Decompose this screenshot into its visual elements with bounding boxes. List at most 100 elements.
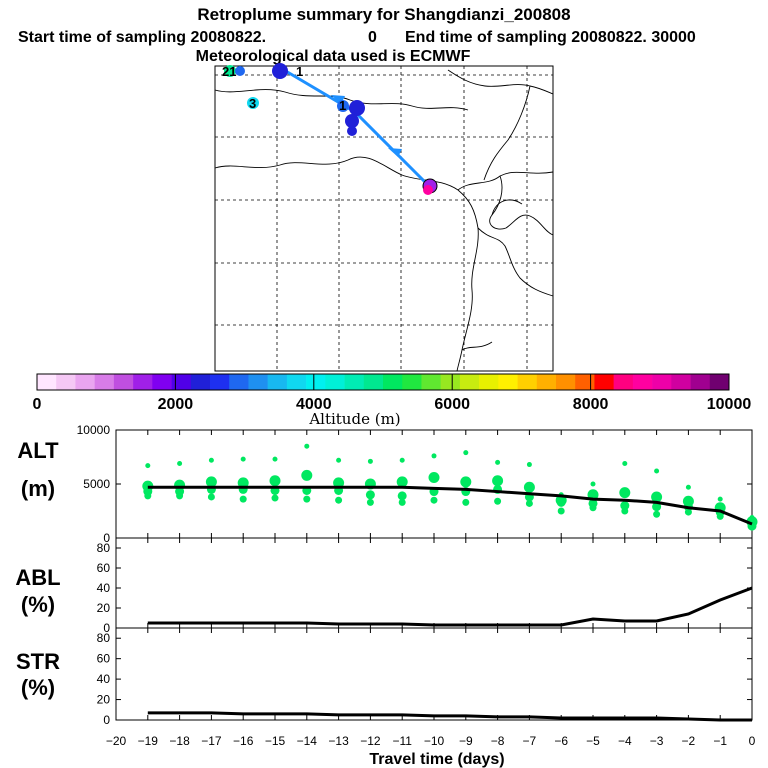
day-marker-3	[247, 97, 259, 109]
day-label-1b: 1	[296, 64, 303, 79]
colorbar-cell	[306, 374, 326, 390]
altitude-scatter-point	[684, 508, 692, 516]
altitude-scatter-point	[589, 504, 597, 512]
map-gridlines	[215, 66, 553, 371]
altitude-scatter-point	[208, 457, 214, 463]
x-tick-label: −3	[650, 734, 664, 748]
day-marker-20	[235, 66, 245, 76]
colorbar-cell	[402, 374, 422, 390]
x-tick-label: −2	[682, 734, 696, 748]
day-label-3: 3	[249, 96, 256, 111]
x-tick-label: −17	[201, 734, 222, 748]
y-tick-label: 0	[103, 621, 110, 635]
altitude-scatter-point	[397, 491, 407, 501]
x-tick-label: −20	[106, 734, 127, 748]
altitude-scatter-point	[463, 450, 469, 456]
altitude-scatter-point	[336, 457, 342, 463]
altitude-scatter-point	[271, 494, 279, 502]
altitude-scatter-point	[652, 502, 662, 512]
altitude-scatter-point	[367, 458, 373, 464]
colorbar-cell	[286, 374, 307, 390]
altitude-scatter-point	[462, 498, 470, 506]
start-time-value: 0	[368, 29, 377, 46]
colorbar-cell	[37, 374, 57, 390]
colorbar-cell	[575, 374, 595, 390]
colorbar-cell	[671, 374, 691, 390]
altitude-scatter-point	[272, 456, 278, 462]
colorbar-cell	[594, 374, 614, 390]
altitude-scatter-point	[365, 490, 375, 500]
series-line-alt	[147, 485, 753, 526]
day-marker-1c	[347, 126, 357, 136]
day-marker-21	[224, 65, 236, 77]
y-tick-label: 80	[97, 631, 111, 645]
colorbar-cell	[363, 374, 384, 390]
end-time-label: End time of sampling 20080822. 30000	[405, 29, 696, 46]
x-tick-label: −9	[459, 734, 473, 748]
altitude-scatter-point	[431, 453, 437, 459]
altitude-scatter-point	[557, 507, 565, 515]
altitude-scatter-point	[620, 501, 630, 511]
colorbar-cell	[325, 374, 345, 390]
panel-ylabel-unit: (m)	[21, 476, 55, 501]
y-tick-label: 20	[97, 693, 111, 707]
panel-abl: ABL(%) 80 60 40 20 0	[15, 537, 753, 635]
colorbar-tick-label: 4000	[296, 396, 332, 413]
day-marker-1b	[345, 114, 359, 128]
panel-alt: ALT (m) 10000 5000 0	[17, 423, 758, 545]
y-tick-label: 20	[97, 601, 111, 615]
altitude-scatter-point	[177, 460, 183, 466]
altitude-scatter-point	[651, 491, 663, 503]
x-tick-label: −12	[360, 734, 381, 748]
colorbar-cell	[383, 374, 403, 390]
altitude-scatter-point	[145, 463, 151, 469]
altitude-scatter-point	[619, 487, 631, 499]
day-marker-19	[272, 63, 288, 79]
altitude-scatter-point	[717, 496, 723, 502]
altitude-scatter-point	[237, 477, 249, 489]
colorbar-cell	[152, 374, 172, 390]
colorbar-cell	[113, 374, 134, 390]
release-marker-b	[423, 185, 433, 195]
altitude-scatter-point	[269, 475, 281, 487]
colorbar-cell	[248, 374, 268, 390]
day-marker-1	[349, 100, 365, 116]
colorbar-cell	[190, 374, 211, 390]
series-line-str	[147, 711, 752, 722]
x-axis-label: Travel time (days)	[369, 751, 504, 768]
map-borders	[214, 69, 554, 372]
colorbar-cell	[171, 374, 192, 390]
y-tick-label: 0	[103, 531, 110, 545]
x-tick-label: −14	[297, 734, 318, 748]
colorbar-tick-label: 0	[33, 396, 42, 413]
colorbar-cell	[344, 374, 365, 390]
colorbar-cell	[479, 374, 499, 390]
colorbar-cell	[421, 374, 441, 390]
day-label-21: 21	[222, 64, 236, 79]
altitude-scatter-point	[494, 497, 502, 505]
altitude-scatter-point	[239, 495, 247, 503]
map-frame	[214, 65, 554, 372]
colorbar-cell	[133, 374, 153, 390]
y-tick-label: 60	[97, 561, 111, 575]
altitude-scatter-point	[495, 459, 501, 465]
altitude-scatter-point	[430, 496, 438, 504]
altitude-scatter-point	[654, 468, 660, 474]
altitude-scatter-point	[653, 510, 661, 518]
altitude-scatter-point	[205, 476, 217, 488]
altitude-scatter-point	[396, 476, 408, 488]
altitude-scatter-point	[144, 492, 152, 500]
x-tick-label: −10	[424, 734, 445, 748]
panel-ylabel: ALT	[17, 438, 59, 463]
altitude-scatter-point	[428, 472, 440, 484]
colorbar-cell	[94, 374, 115, 390]
y-tick-label: 10000	[77, 423, 111, 437]
altitude-scatter-point	[526, 462, 532, 468]
y-tick-label: 40	[97, 581, 111, 595]
x-tick-label: −4	[618, 734, 632, 748]
panel-frame	[115, 537, 753, 629]
colorbar-cell	[267, 374, 288, 390]
altitude-scatter-point	[333, 477, 345, 489]
altitude-scatter-point	[622, 460, 628, 466]
